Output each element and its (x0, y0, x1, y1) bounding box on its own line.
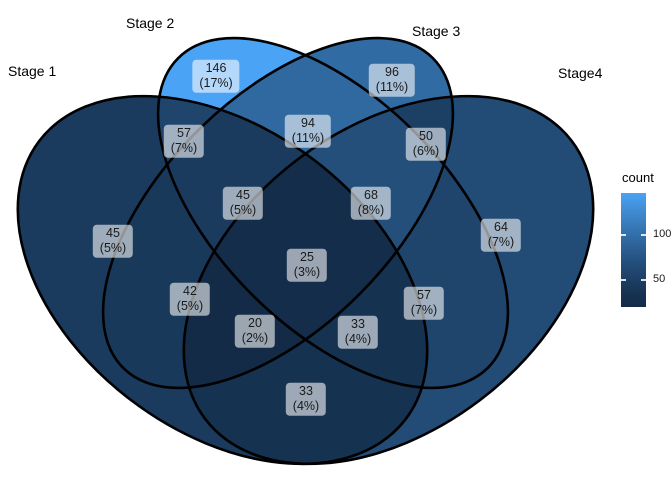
region-percent: (7%) (487, 234, 515, 249)
legend-tick-mark (621, 233, 626, 236)
region-percent: (11%) (375, 79, 409, 94)
region-label-stage1: 45 (5%) (92, 224, 134, 258)
region-label-stage3-stage4: 50 (6%) (405, 127, 447, 161)
region-count: 68 (364, 187, 378, 202)
region-count: 45 (236, 187, 250, 202)
region-label-stage2-stage3-stage4: 68 (8%) (350, 186, 392, 220)
region-label-stage1-stage4: 33 (4%) (285, 382, 327, 416)
region-count: 33 (351, 316, 365, 331)
region-count: 96 (385, 64, 399, 79)
region-percent: (3%) (293, 264, 321, 279)
legend-tick-mark (621, 278, 626, 281)
region-count: 50 (419, 128, 433, 143)
region-label-stage1-stage3-stage4: 20 (2%) (234, 314, 276, 348)
region-percent: (7%) (410, 302, 438, 317)
region-count: 94 (301, 115, 315, 130)
region-percent: (4%) (292, 398, 320, 413)
ellipse-outline-stage4 (182, 94, 595, 466)
region-percent: (8%) (357, 202, 385, 217)
set-label-stage-1: Stage 1 (8, 63, 57, 79)
region-count: 33 (299, 383, 313, 398)
legend-title: count (622, 170, 654, 185)
region-percent: (17%) (199, 75, 233, 90)
region-label-stage2-stage4: 57 (7%) (403, 286, 445, 320)
region-label-stage3: 96 (11%) (368, 63, 416, 97)
region-count: 146 (205, 60, 227, 75)
region-count: 57 (177, 125, 191, 140)
region-label-stage4: 64 (7%) (480, 218, 522, 252)
region-percent: (2%) (241, 330, 269, 345)
region-label-stage1-stage2-stage3-stage4: 25 (3%) (286, 248, 328, 282)
region-count: 64 (494, 219, 508, 234)
set-label-stage-4: Stage4 (558, 65, 603, 81)
legend: count 100 50 (616, 170, 672, 330)
region-percent: (5%) (99, 240, 127, 255)
region-label-stage1-stage2-stage4: 33 (4%) (337, 315, 379, 349)
region-percent: (5%) (229, 202, 257, 217)
region-label-stage1-stage2-stage3: 45 (5%) (222, 186, 264, 220)
region-percent: (5%) (176, 298, 204, 313)
region-percent: (4%) (344, 331, 372, 346)
region-percent: (7%) (170, 140, 198, 155)
set-label-stage-3: Stage 3 (412, 23, 461, 39)
legend-tick-mark (641, 278, 646, 281)
legend-gradient-bar (621, 193, 646, 307)
region-count: 42 (183, 283, 197, 298)
region-count: 45 (106, 225, 120, 240)
ellipse-outline-stage1 (16, 94, 429, 466)
legend-tick-mark (641, 233, 646, 236)
region-label-stage2-stage3: 94 (11%) (284, 114, 332, 148)
region-count: 25 (300, 249, 314, 264)
region-count: 57 (417, 287, 431, 302)
region-count: 20 (248, 315, 262, 330)
region-label-stage2: 146 (17%) (192, 59, 240, 93)
region-label-stage1-stage3: 42 (5%) (169, 282, 211, 316)
region-percent: (6%) (412, 143, 440, 158)
set-label-stage-2: Stage 2 (126, 15, 175, 31)
legend-tick-label-50: 50 (653, 273, 666, 286)
region-label-stage1-stage2: 57 (7%) (163, 124, 205, 158)
legend-tick-label-100: 100 (653, 228, 672, 241)
region-percent: (11%) (291, 130, 325, 145)
